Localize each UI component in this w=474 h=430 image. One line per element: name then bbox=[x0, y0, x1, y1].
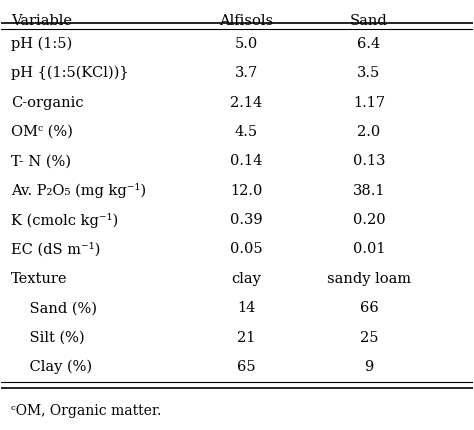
Text: 21: 21 bbox=[237, 331, 255, 344]
Text: K (cmolᴄ kg⁻¹): K (cmolᴄ kg⁻¹) bbox=[11, 212, 118, 227]
Text: ᶜOM, Organic matter.: ᶜOM, Organic matter. bbox=[11, 404, 161, 418]
Text: clay: clay bbox=[231, 272, 261, 286]
Text: 25: 25 bbox=[360, 331, 378, 344]
Text: Sand: Sand bbox=[350, 14, 388, 28]
Text: sandy loam: sandy loam bbox=[327, 272, 411, 286]
Text: 0.20: 0.20 bbox=[353, 213, 385, 227]
Text: 4.5: 4.5 bbox=[235, 125, 258, 139]
Text: 0.14: 0.14 bbox=[230, 154, 263, 168]
Text: Texture: Texture bbox=[11, 272, 67, 286]
Text: 65: 65 bbox=[237, 360, 256, 374]
Text: pH {(1:5(KCl))}: pH {(1:5(KCl))} bbox=[11, 66, 128, 80]
Text: 3.5: 3.5 bbox=[357, 66, 381, 80]
Text: T- N (%): T- N (%) bbox=[11, 154, 71, 168]
Text: 0.01: 0.01 bbox=[353, 243, 385, 256]
Text: 2.0: 2.0 bbox=[357, 125, 381, 139]
Text: 66: 66 bbox=[360, 301, 378, 315]
Text: Alfisols: Alfisols bbox=[219, 14, 273, 28]
Text: OMᶜ (%): OMᶜ (%) bbox=[11, 125, 73, 139]
Text: Silt (%): Silt (%) bbox=[11, 331, 84, 344]
Text: 0.39: 0.39 bbox=[230, 213, 263, 227]
Text: 2.14: 2.14 bbox=[230, 95, 263, 110]
Text: 3.7: 3.7 bbox=[235, 66, 258, 80]
Text: Variable: Variable bbox=[11, 14, 72, 28]
Text: 6.4: 6.4 bbox=[357, 37, 381, 51]
Text: C-organic: C-organic bbox=[11, 95, 83, 110]
Text: Sand (%): Sand (%) bbox=[11, 301, 97, 315]
Text: 12.0: 12.0 bbox=[230, 184, 263, 198]
Text: 0.13: 0.13 bbox=[353, 154, 385, 168]
Text: EC (dS m⁻¹): EC (dS m⁻¹) bbox=[11, 242, 100, 257]
Text: 38.1: 38.1 bbox=[353, 184, 385, 198]
Text: 14: 14 bbox=[237, 301, 255, 315]
Text: 5.0: 5.0 bbox=[235, 37, 258, 51]
Text: Av. P₂O₅ (mg kg⁻¹): Av. P₂O₅ (mg kg⁻¹) bbox=[11, 183, 146, 198]
Text: Clay (%): Clay (%) bbox=[11, 360, 92, 374]
Text: 1.17: 1.17 bbox=[353, 95, 385, 110]
Text: 0.05: 0.05 bbox=[230, 243, 263, 256]
Text: 9: 9 bbox=[365, 360, 374, 374]
Text: pH (1:5): pH (1:5) bbox=[11, 37, 72, 51]
